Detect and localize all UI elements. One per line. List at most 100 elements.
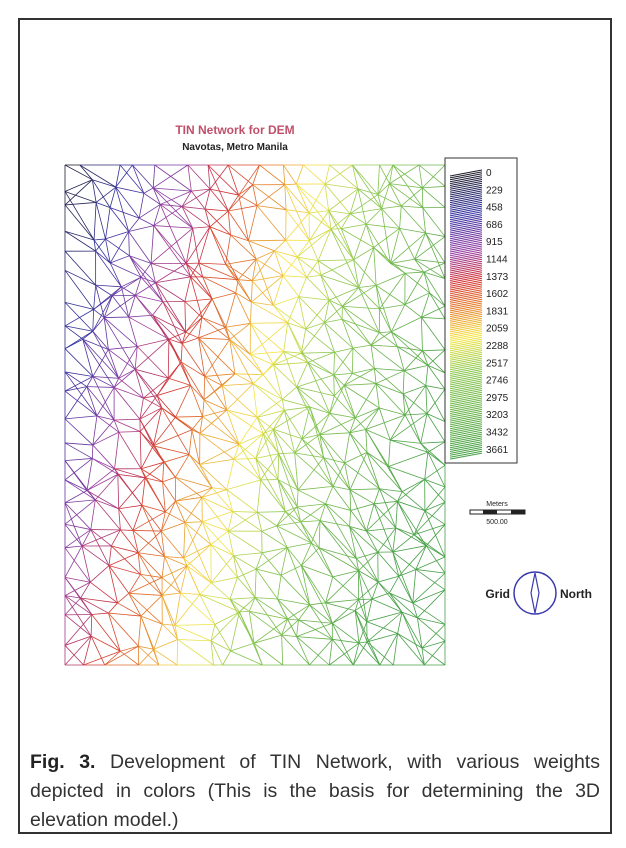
- mesh-edge: [205, 209, 228, 211]
- mesh-edge: [419, 165, 445, 186]
- mesh-edge: [296, 165, 303, 184]
- mesh-edge: [133, 505, 142, 530]
- mesh-edge: [141, 616, 162, 624]
- mesh-edge: [94, 202, 96, 240]
- mesh-edge: [237, 569, 256, 577]
- mesh-edge: [160, 204, 186, 263]
- mesh-edge: [81, 598, 109, 613]
- mesh-edge: [228, 512, 257, 531]
- mesh-edge: [151, 263, 191, 276]
- mesh-edge: [65, 165, 92, 180]
- mesh-edge: [154, 226, 191, 277]
- mesh-edge: [199, 338, 235, 374]
- mesh-edge: [200, 594, 215, 624]
- legend-label: 2059: [486, 324, 509, 335]
- mesh-edge: [169, 339, 191, 385]
- mesh-edge: [104, 318, 137, 347]
- compass-left: Grid: [485, 587, 510, 601]
- mesh-edge: [301, 548, 319, 566]
- mesh-edge: [233, 553, 262, 556]
- mesh-edge: [65, 180, 92, 205]
- mesh-edge: [350, 490, 366, 531]
- mesh-edge: [175, 477, 202, 497]
- mesh-edge: [253, 384, 257, 418]
- mesh-edge: [185, 277, 191, 302]
- mesh-edge: [366, 224, 399, 228]
- mesh-edge: [129, 295, 136, 317]
- mesh-edge: [87, 491, 119, 509]
- mesh-edge: [355, 408, 379, 418]
- mesh-edge: [371, 333, 379, 346]
- mesh-edge: [413, 573, 445, 603]
- mesh-edge: [154, 639, 178, 649]
- mesh-edge: [297, 362, 308, 387]
- mesh-edge: [284, 410, 302, 438]
- mesh-edge: [143, 378, 168, 398]
- mesh-edge: [422, 186, 445, 188]
- mesh-edge: [65, 458, 92, 479]
- mesh-edge: [205, 374, 235, 377]
- mesh-edge: [137, 346, 168, 378]
- mesh-edge: [129, 232, 130, 256]
- mesh-edge: [227, 384, 253, 410]
- mesh-edge: [151, 226, 154, 264]
- mesh-edge: [87, 469, 115, 491]
- mesh-edge: [223, 651, 231, 665]
- mesh-edge: [119, 432, 141, 469]
- mesh-edge: [230, 577, 237, 599]
- mesh-edge: [92, 458, 117, 474]
- mesh-edge: [118, 593, 129, 603]
- mesh-edge: [350, 510, 351, 526]
- mesh-edge: [286, 213, 309, 240]
- mesh-edge: [319, 521, 320, 548]
- mesh-edge: [227, 459, 234, 489]
- mesh-edge: [261, 454, 279, 480]
- mesh-edge: [105, 651, 121, 665]
- mesh-edge: [286, 210, 309, 213]
- mesh-edge: [204, 386, 222, 400]
- mesh-edge: [133, 530, 161, 531]
- mesh-edge: [200, 583, 211, 595]
- mesh-edge: [333, 571, 359, 577]
- mesh-edge: [367, 642, 393, 665]
- mesh-edge: [110, 256, 129, 263]
- mesh-edge: [389, 440, 391, 466]
- mesh-edge: [393, 634, 397, 665]
- mesh-edge: [251, 281, 252, 302]
- mesh-edge: [87, 387, 114, 388]
- mesh-edge: [405, 386, 426, 415]
- mesh-edge: [334, 375, 335, 396]
- mesh-edge: [115, 432, 119, 469]
- mesh-edge: [376, 371, 404, 384]
- mesh-edge: [354, 247, 374, 259]
- mesh-edge: [253, 384, 284, 411]
- mesh-edge: [428, 442, 445, 452]
- mesh-edge: [119, 509, 133, 531]
- mesh-edge: [162, 566, 187, 578]
- mesh-edge: [109, 553, 138, 566]
- mesh-edge: [422, 648, 445, 665]
- mesh-edge: [344, 385, 379, 408]
- legend-label: 3432: [486, 428, 509, 439]
- scale-label: 500.00: [486, 519, 508, 526]
- mesh-edge: [376, 384, 403, 394]
- caption-text: Development of TIN Network, with various…: [30, 751, 600, 831]
- mesh-edge: [129, 315, 153, 317]
- mesh-edge: [344, 369, 374, 386]
- mesh-edge: [380, 309, 392, 332]
- mesh-edge: [329, 639, 332, 665]
- mesh-edge: [175, 477, 212, 487]
- mesh-edge: [65, 596, 92, 615]
- mesh-edge: [203, 400, 204, 417]
- mesh-edge: [320, 413, 330, 434]
- mesh-edge: [297, 620, 299, 637]
- mesh-edge: [239, 611, 249, 612]
- mesh-edge: [376, 285, 405, 304]
- mesh-edge: [80, 165, 93, 180]
- mesh-edge: [108, 349, 118, 378]
- mesh-edge: [310, 407, 330, 413]
- mesh-edge: [202, 299, 212, 318]
- mesh-edge: [318, 260, 353, 261]
- mesh-edge: [211, 545, 238, 578]
- mesh-edge: [366, 415, 405, 430]
